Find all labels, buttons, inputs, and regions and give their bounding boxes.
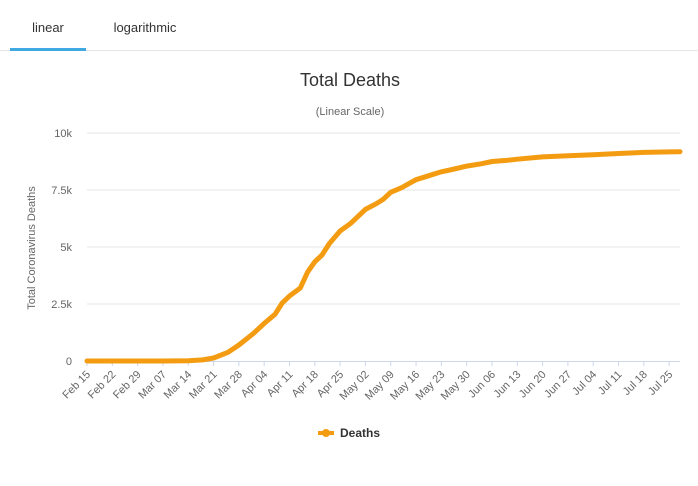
series-line-deaths: [84, 149, 683, 364]
x-tick-label: Jun 27: [542, 369, 574, 401]
y-tick-label: 5k: [60, 242, 72, 254]
legend[interactable]: Deaths: [318, 426, 380, 440]
x-tick-label: Mar 28: [212, 369, 245, 402]
x-tick-label: Jul 11: [596, 369, 625, 398]
legend-label-deaths: Deaths: [340, 426, 380, 440]
chart-title: Total Deaths: [300, 70, 400, 90]
tab-linear[interactable]: linear: [10, 0, 86, 51]
deaths-line-chart: Total Deaths (Linear Scale) Total Corona…: [26, 70, 683, 440]
y-tick-label: 2.5k: [51, 299, 72, 311]
x-tick-label: Jul 18: [621, 369, 650, 398]
y-tick-label: 7.5k: [51, 185, 72, 197]
chart-subtitle: (Linear Scale): [316, 106, 384, 118]
x-tick-label: Jul 04: [570, 369, 599, 398]
grid-lines: [87, 132, 680, 305]
y-tick-label: 10k: [54, 128, 72, 140]
y-tick-label: 0: [66, 356, 72, 368]
x-tick-label: Jul 25: [646, 369, 675, 398]
y-tick-labels: 0 2.5k 5k 7.5k 10k: [51, 128, 72, 368]
x-tick-label: Jun 20: [517, 369, 549, 401]
scale-tabs: linear logarithmic: [0, 0, 698, 51]
y-axis-title: Total Coronavirus Deaths: [26, 186, 38, 310]
tab-logarithmic[interactable]: logarithmic: [113, 20, 177, 35]
x-tick-label: Apr 18: [290, 369, 321, 400]
legend-marker-dot: [322, 429, 330, 437]
x-tick-label: Jun 06: [466, 369, 498, 401]
x-tick-label: Apr 04: [239, 369, 270, 400]
x-tick-label: Jun 13: [492, 369, 524, 401]
x-tick-label: Apr 11: [265, 369, 296, 400]
